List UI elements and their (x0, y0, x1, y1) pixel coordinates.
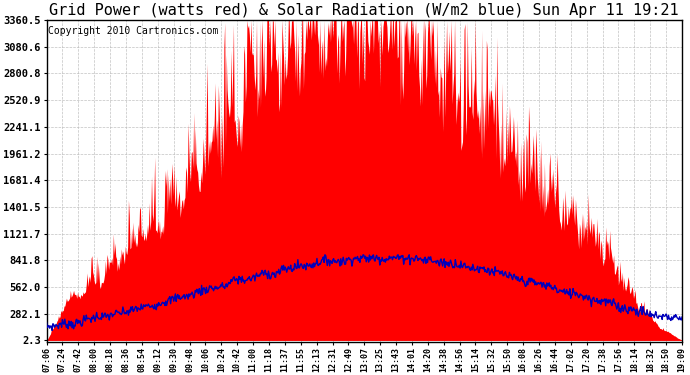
Title: Grid Power (watts red) & Solar Radiation (W/m2 blue) Sun Apr 11 19:21: Grid Power (watts red) & Solar Radiation… (50, 3, 679, 18)
Text: Copyright 2010 Cartronics.com: Copyright 2010 Cartronics.com (48, 26, 218, 36)
